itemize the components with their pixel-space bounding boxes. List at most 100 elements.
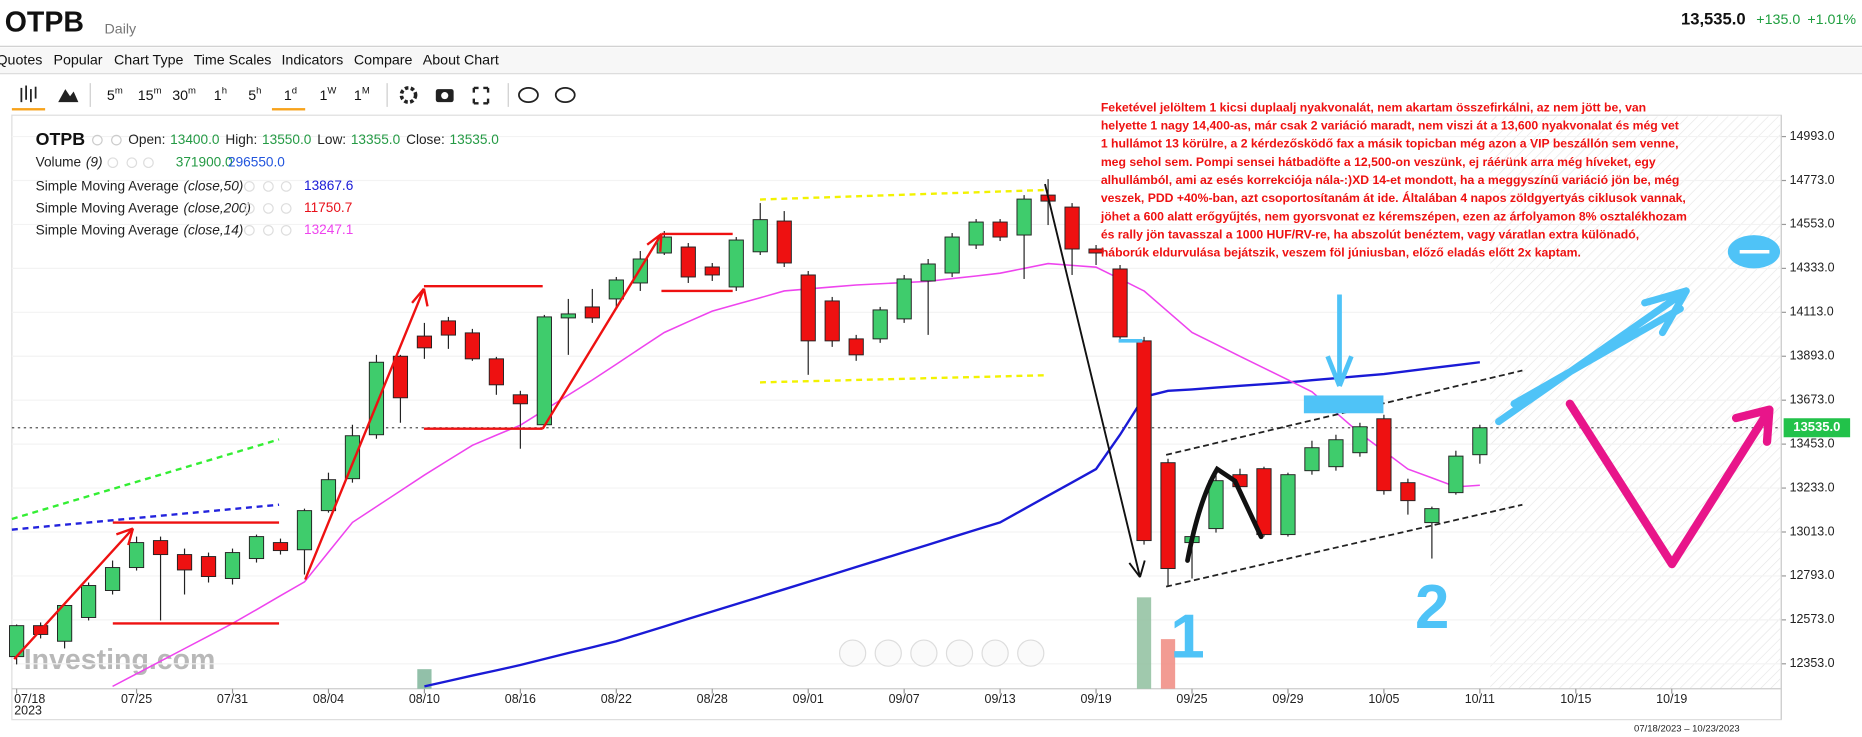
nav-button[interactable] <box>981 639 1009 667</box>
x-tick-label: 10/05 <box>1368 692 1399 706</box>
area-icon[interactable] <box>58 89 79 103</box>
timeframe-unit: h <box>256 85 261 96</box>
annotations <box>11 183 1781 660</box>
nav-button[interactable] <box>910 639 938 667</box>
volume-params: (9) <box>86 154 103 169</box>
candle-body <box>800 274 816 342</box>
price-tag-label: 13535.0 <box>1793 419 1840 434</box>
candle-body <box>608 279 624 300</box>
y-tick-label: 12793.0 <box>1790 568 1835 582</box>
nav-button[interactable] <box>874 639 902 667</box>
candle-body <box>1208 480 1224 530</box>
candle-body <box>1472 427 1488 456</box>
legend-icon <box>280 203 292 214</box>
candles-icon[interactable] <box>20 85 37 103</box>
menu-item[interactable]: Time Scales <box>194 52 272 68</box>
candle-body <box>344 435 361 480</box>
hand-mark: 2 <box>1415 573 1449 642</box>
timeframe[interactable]: 30m <box>172 85 196 104</box>
legend-indicator: Simple Moving Average (close,50) <box>36 178 244 193</box>
menu-item[interactable]: Compare <box>354 52 413 68</box>
timeframe[interactable]: 1M <box>354 85 370 104</box>
candle-body <box>296 510 313 551</box>
x-tick-label: 10/11 <box>1465 692 1495 706</box>
x-tick-label: 09/07 <box>889 692 920 706</box>
x-tick-label: 08/10 <box>409 692 440 706</box>
legend-icon <box>244 203 255 214</box>
timeframe-unit: d <box>292 85 297 96</box>
legend-value: 13550.0 <box>262 132 312 147</box>
timeframe-number: 5 <box>107 88 115 104</box>
hand-mark: 1 <box>1170 603 1204 672</box>
timeframe[interactable]: 1d <box>284 85 297 104</box>
candle-body <box>584 306 600 319</box>
x-tick-label: 07/25 <box>121 692 152 706</box>
y-tick-label: 12353.0 <box>1790 656 1835 670</box>
candle-body <box>488 358 504 386</box>
legend-icon <box>92 134 103 146</box>
legend-icon <box>244 181 255 192</box>
annotation-line: helyette 1 nagy 14,400-as, már csak 2 va… <box>1101 118 1679 132</box>
timeframe-unit: W <box>327 85 336 96</box>
menu-item[interactable]: About Chart <box>423 52 499 68</box>
candle-body <box>896 278 912 320</box>
download-icon[interactable] <box>518 87 539 104</box>
timeframe-unit: M <box>362 85 370 96</box>
indicator-params: (close,14) <box>183 222 243 237</box>
x-year-label: 2023 <box>14 704 42 718</box>
x-tick-label: 09/01 <box>793 692 824 706</box>
cyan-box <box>1303 395 1384 414</box>
upload-icon[interactable] <box>554 87 576 104</box>
timeframe-number: 1 <box>284 88 292 104</box>
menu-item[interactable]: Popular <box>53 52 102 68</box>
legend-label: Close: <box>406 132 445 147</box>
timeframe[interactable]: 15m <box>138 85 162 104</box>
nav-button[interactable] <box>945 639 974 667</box>
menu-item[interactable]: Quotes <box>0 52 42 68</box>
nav-button[interactable] <box>1017 639 1045 667</box>
annotation-line: alhullámból, ami az esés korrekciója nál… <box>1101 173 1680 187</box>
x-tick-label: 07/18 <box>14 692 45 706</box>
y-tick-label: 13233.0 <box>1790 480 1835 494</box>
candle-body <box>1400 482 1416 502</box>
volume-bar <box>1160 639 1176 689</box>
timeframe[interactable]: 5h <box>248 85 261 104</box>
candle-body <box>1256 468 1272 536</box>
volume-bar <box>417 669 432 689</box>
candle-body <box>1280 474 1296 536</box>
black-arrow <box>1044 183 1146 578</box>
candle-body <box>536 316 552 426</box>
candle-body <box>128 542 145 569</box>
candle-body <box>752 219 768 253</box>
candle-body <box>248 536 265 560</box>
candle-body <box>440 320 457 336</box>
timeframe-number: 5 <box>248 88 256 104</box>
candle-body <box>368 361 385 436</box>
fullscreen-icon[interactable] <box>472 86 490 105</box>
menu-item[interactable]: Indicators <box>281 52 343 68</box>
pink-v <box>1565 399 1774 569</box>
timeframe[interactable]: 1W <box>319 85 336 104</box>
nav-button[interactable] <box>838 639 867 667</box>
timeframe[interactable]: 5m <box>107 85 123 104</box>
legend-icon <box>280 225 292 236</box>
legend-icon <box>111 134 122 146</box>
timeframe[interactable]: 1h <box>214 85 227 104</box>
timeframe-unit: m <box>115 85 123 96</box>
annotation-line: 1 hullámot 13 körülre, a 2 kérdezősködő … <box>1101 137 1679 151</box>
black-drawing <box>1185 465 1264 563</box>
y-tick-label: 14333.0 <box>1790 261 1835 275</box>
legend-indicator: Simple Moving Average (close,14) <box>36 222 244 237</box>
symbol: OTPB <box>5 6 84 38</box>
settings-icon[interactable] <box>399 86 418 104</box>
menu-item[interactable]: Chart Type <box>114 52 184 68</box>
timeframe-unit: h <box>222 85 227 96</box>
y-tick-label: 12573.0 <box>1790 612 1835 626</box>
price-change-pct: +1.01% <box>1807 12 1856 28</box>
x-tick-label: 09/25 <box>1176 692 1207 706</box>
indicator-value: 11750.7 <box>304 200 352 215</box>
candle-body <box>992 221 1008 238</box>
legend: OTPB Open: 13400.0 High: 13550.0 Low: 13355.0 C… <box>36 129 500 237</box>
candle-body <box>1088 248 1104 254</box>
